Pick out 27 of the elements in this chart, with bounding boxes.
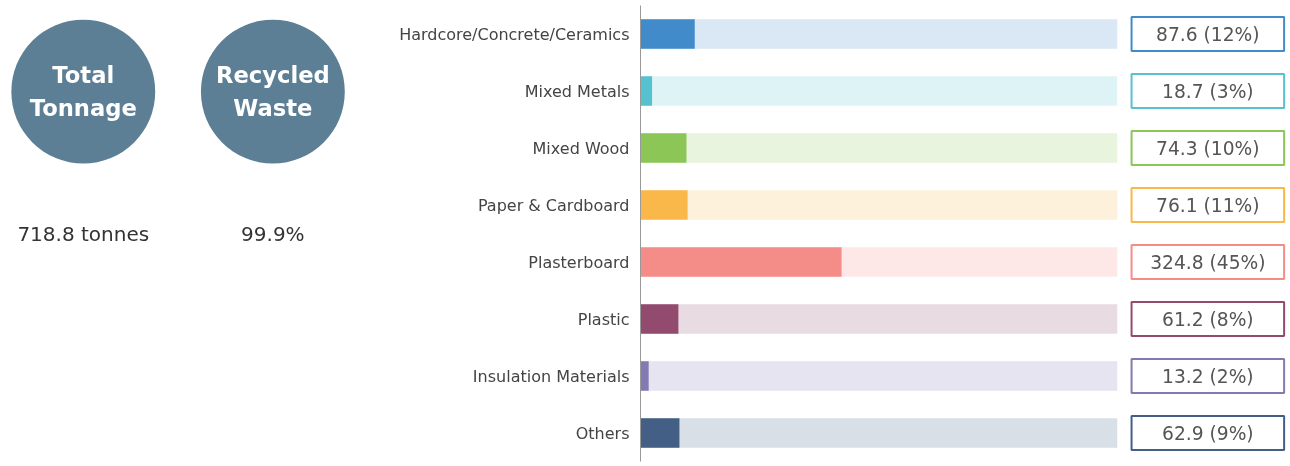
bar — [640, 190, 688, 220]
data-label: 87.6 (12%) — [1156, 23, 1260, 45]
bar — [640, 418, 680, 448]
text: Recycled Waste — [215, 62, 330, 121]
y-tick-label: Plastic — [577, 309, 630, 329]
data-label: 61.2 (8%) — [1162, 308, 1254, 330]
bar — [640, 76, 653, 106]
data-label: 18.7 (3%) — [1162, 80, 1254, 102]
y-tick-label: Mixed Metals — [524, 81, 630, 101]
data-label: 74.3 (10%) — [1156, 137, 1260, 159]
text: 99.9% — [241, 222, 305, 247]
y-tick-label: Mixed Wood — [532, 138, 630, 158]
y-tick-label: Others — [575, 423, 630, 443]
y-tick-label: Plasterboard — [528, 252, 630, 272]
data-label: 324.8 (45%) — [1150, 251, 1266, 273]
y-tick-label: Insulation Materials — [472, 366, 630, 386]
data-label: 62.9 (9%) — [1162, 422, 1254, 444]
y-tick-label: Hardcore/Concrete/Ceramics — [399, 24, 630, 44]
bar — [640, 19, 695, 49]
data-label: 76.1 (11%) — [1156, 194, 1260, 216]
bar — [640, 304, 679, 334]
text: 718.8 tonnes — [17, 222, 150, 247]
bar — [640, 361, 649, 391]
data-label: 13.2 (2%) — [1162, 365, 1254, 387]
bar — [640, 133, 687, 163]
y-tick-label: Paper & Cardboard — [477, 195, 630, 215]
text: Total Tonnage — [29, 62, 137, 121]
